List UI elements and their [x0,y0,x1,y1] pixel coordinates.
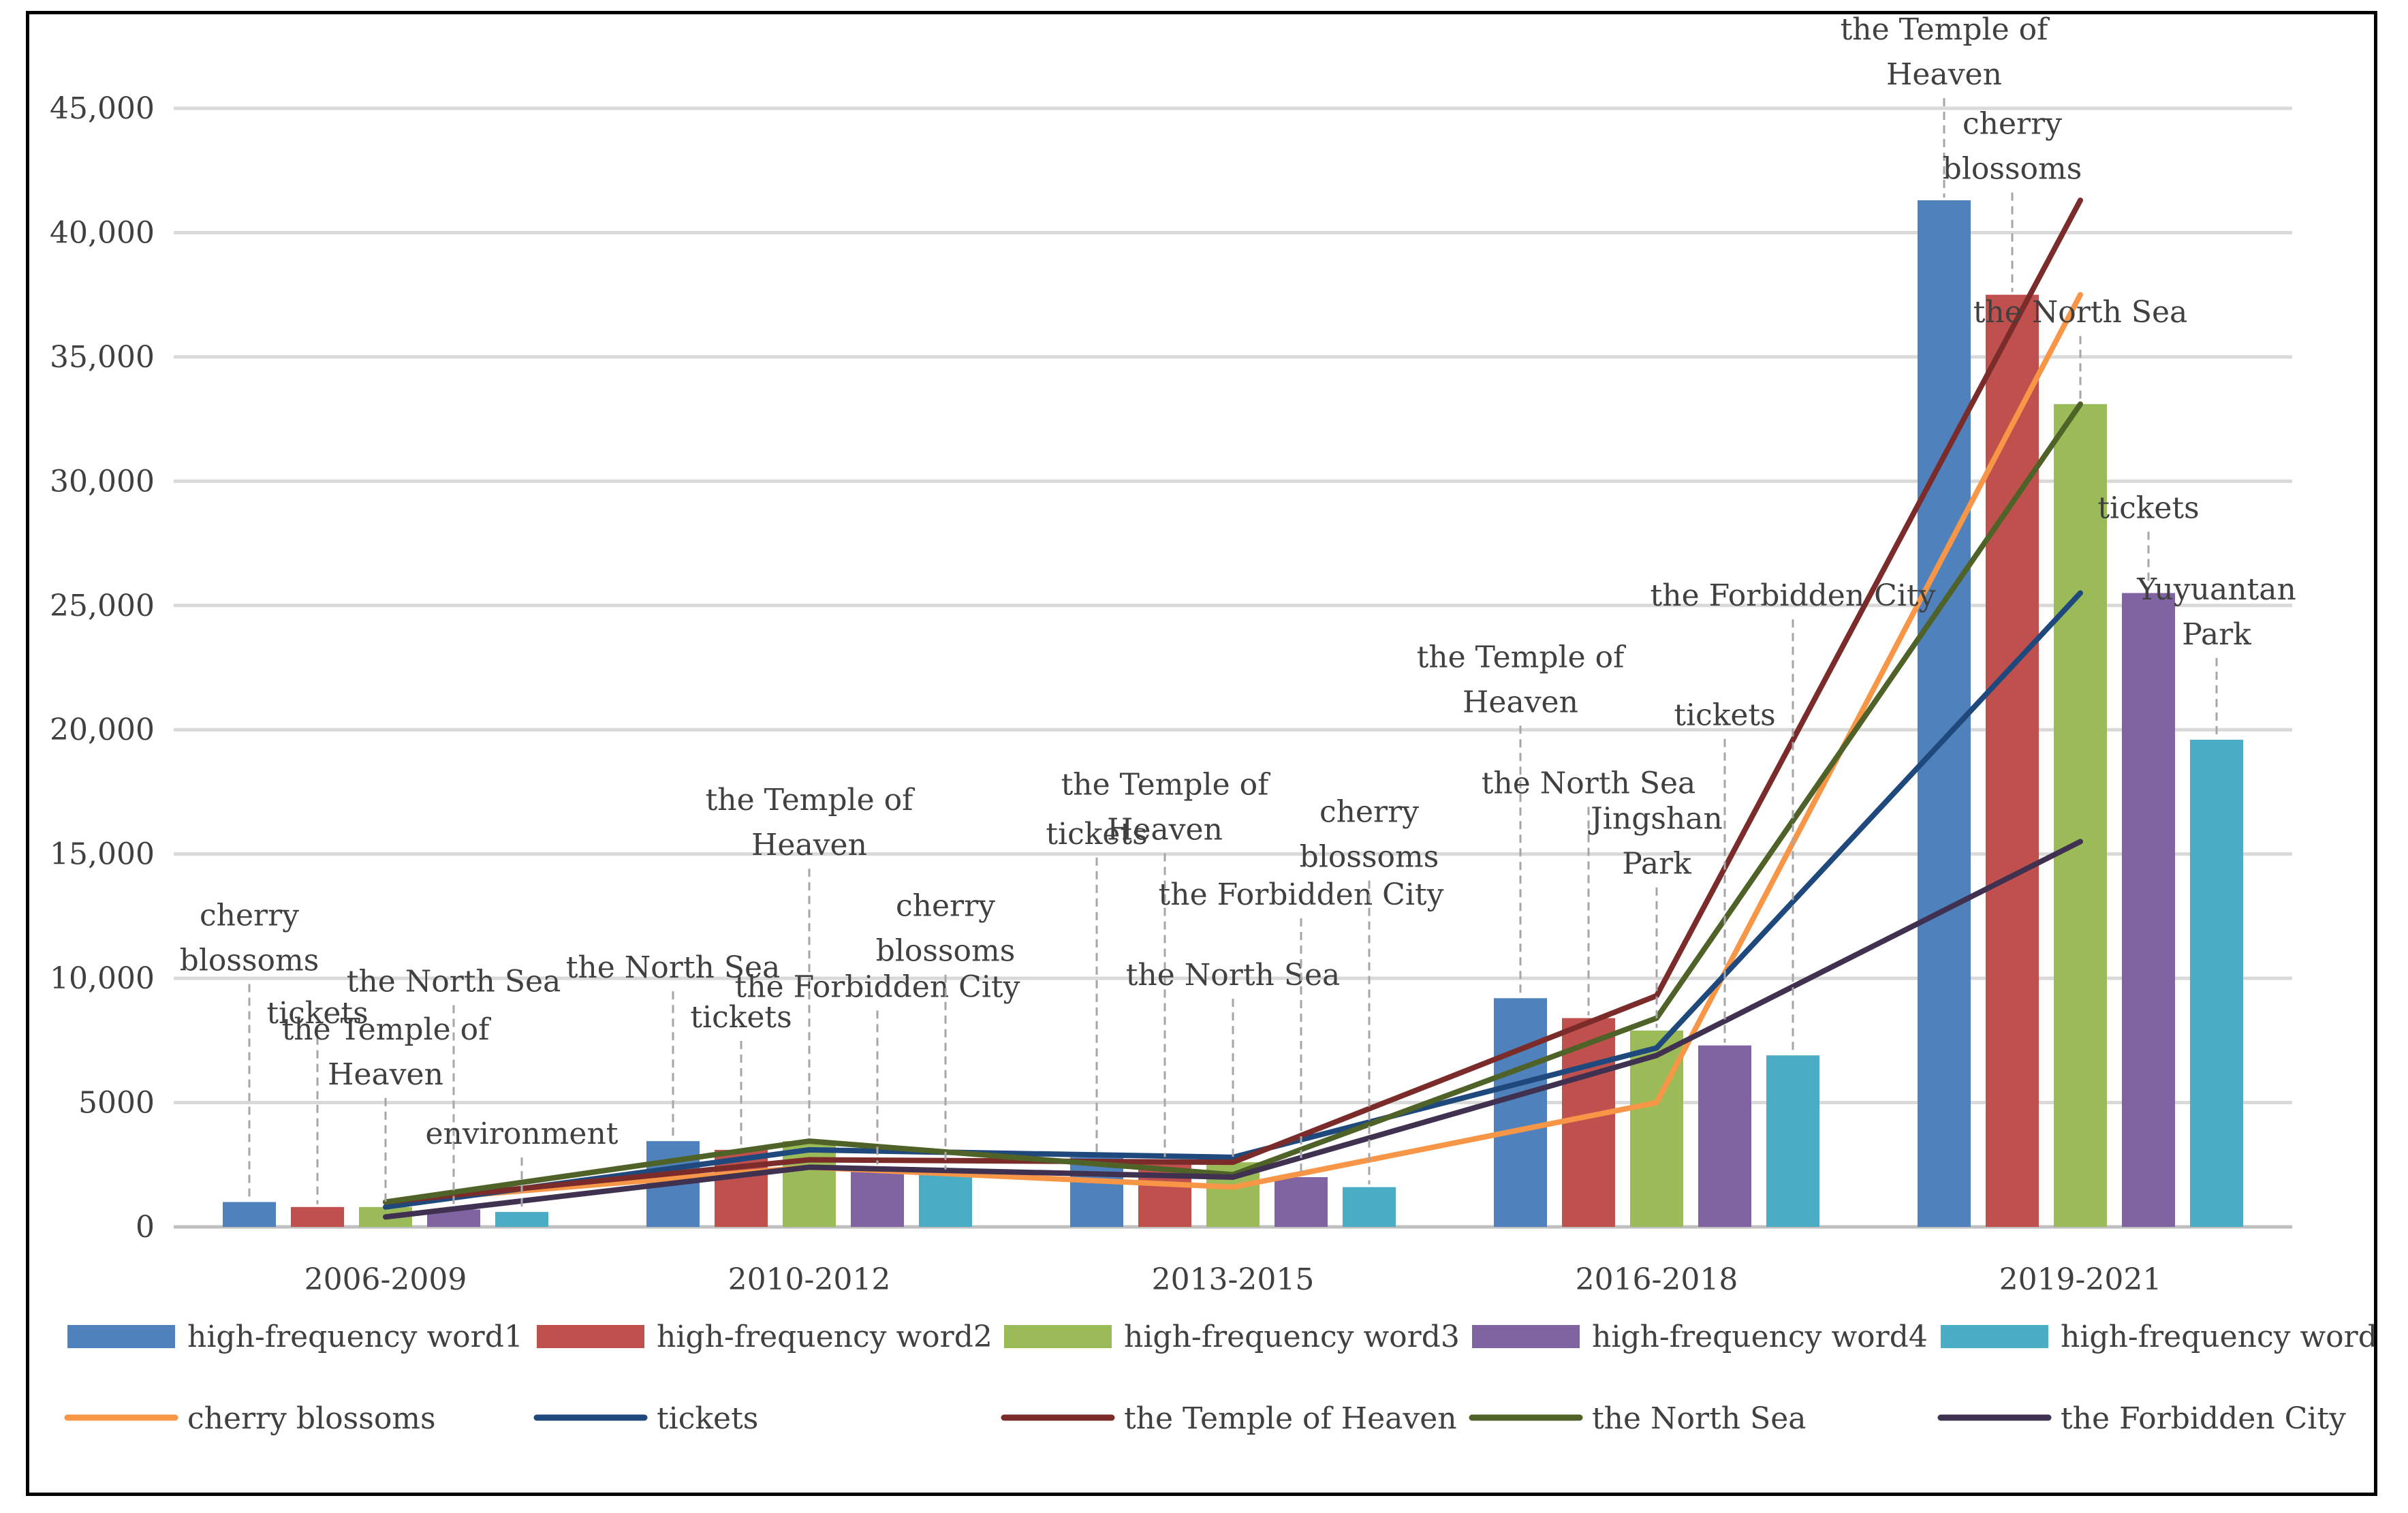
bar [495,1212,548,1227]
bars [223,200,2243,1228]
bar [2122,593,2175,1227]
bar [919,1172,972,1227]
y-tick-label: 20,000 [50,713,155,747]
series-line [383,198,2083,1205]
x-axis-ticks: 2006-2009 2010-2012 2013-2015 2016-2018 2019… [304,1262,2162,1297]
annotation-label: tickets [690,1000,792,1035]
y-tick-label: 30,000 [50,464,155,499]
annotation-label: the Temple of [1841,14,2050,47]
annotation-label: Heaven [751,828,867,862]
legend-swatch-bar [67,1325,175,1348]
annotation-label: the North Sea [1973,295,2188,330]
bar [291,1206,344,1227]
annotation-label: cherry [1963,107,2062,142]
annotation-label: the Temple of [282,1012,491,1047]
annotation-label: Heaven [328,1057,443,1092]
legend-swatch-bar [537,1325,644,1348]
annotation-label: blossoms [1943,152,2082,187]
legend-label: high-frequency word1 [187,1320,523,1354]
legend-label: tickets [657,1401,758,1436]
legend-label: high-frequency word3 [1124,1320,1460,1354]
bar [1698,1045,1751,1227]
series-line [383,590,2083,1210]
legend-label: the Forbidden City [2061,1401,2346,1436]
bar [851,1167,904,1227]
annotation-label: Heaven [1886,57,2002,92]
series-lines [383,198,2083,1220]
y-tick-label: 35,000 [50,340,155,375]
y-tick-label: 45,000 [50,91,155,126]
annotation-label: tickets [1046,817,1147,852]
annotation-label: cherry [200,899,299,933]
y-axis-ticks: 0 5000 10,000 15,000 20,000 25,000 30,000 35,00… [50,91,155,1245]
bar [2190,739,2243,1227]
annotation-label: the Forbidden City [1651,578,1936,613]
legend-label: high-frequency word4 [1592,1320,1928,1354]
x-tick-label: 2019-2021 [1999,1262,2162,1297]
annotation-label: blossoms [1300,840,1439,875]
annotation-label: cherry [1319,795,1419,830]
annotation-label: environment [426,1117,619,1151]
chart-svg: 0 5000 10,000 15,000 20,000 25,000 30,000 35,00… [50,12,2396,1436]
annotation-label: the North Sea [347,964,561,999]
x-tick-label: 2010-2012 [728,1262,891,1297]
annotation-label: Jingshan [1588,802,1723,837]
legend-label: the Temple of Heaven [1124,1401,1457,1436]
bar [1275,1177,1328,1227]
chart-frame: 0 5000 10,000 15,000 20,000 25,000 30,000 35,00… [26,11,2396,1496]
annotation-label: the North Sea [566,950,781,985]
annotation-label: blossoms [180,943,319,978]
series-line [383,839,2083,1220]
annotation-label: tickets [266,996,368,1031]
annotation-label: Heaven [1107,812,1223,847]
annotation-label: the Temple of [1061,767,1270,802]
bar [1986,294,2039,1228]
x-tick-label: 2016-2018 [1576,1262,1738,1297]
y-tick-label: 5000 [78,1086,155,1121]
series-line [383,292,2083,1205]
y-tick-label: 0 [136,1210,155,1245]
y-tick-label: 10,000 [50,961,155,996]
legend-label: the North Sea [1592,1401,1807,1436]
annotation-label: the Forbidden City [735,969,1020,1004]
annotation-label: the Forbidden City [1159,877,1444,912]
legend-swatch-bar [1941,1325,2048,1348]
bar [1070,1157,1123,1227]
annotation-label: tickets [2097,491,2199,526]
annotation-label: the North Sea [1482,766,1696,800]
annotation-label: tickets [1674,698,1775,733]
y-tick-label: 40,000 [50,215,155,250]
bar [223,1202,276,1227]
legend-swatch-bar [1472,1325,1580,1348]
annotation-label: Yuyuantan [2136,572,2296,607]
legend: high-frequency word1 high-frequency word2… [64,1320,2396,1436]
annotation-label: Park [2182,617,2251,652]
y-tick-label: 15,000 [50,837,155,872]
legend-label: cherry blossoms [187,1401,436,1436]
bar [1494,998,1547,1227]
annotation-label: blossoms [876,934,1016,969]
bar [783,1141,836,1227]
legend-swatch-bar [1004,1325,1112,1348]
annotation-label: Park [1622,847,1691,882]
bar [1343,1187,1396,1227]
annotation-label: the North Sea [1126,958,1341,993]
annotation-label: Heaven [1463,685,1578,719]
legend-label: high-frequency word2 [657,1320,992,1354]
y-tick-label: 25,000 [50,589,155,623]
legend-label: high-frequency word5 [2061,1320,2374,1354]
annotation-label: the Temple of [1417,640,1626,674]
bar [1766,1055,1819,1227]
x-tick-label: 2006-2009 [304,1262,467,1297]
bar [1918,200,1971,1227]
x-tick-label: 2013-2015 [1152,1262,1315,1297]
bar [2054,404,2107,1227]
annotation-label: the Temple of [706,783,915,817]
annotation-label: cherry [896,889,995,924]
